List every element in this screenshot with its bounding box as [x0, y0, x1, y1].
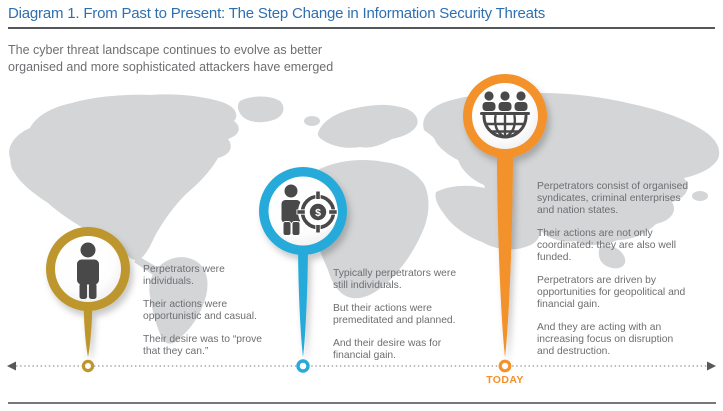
- title-rule: [8, 27, 715, 29]
- milestone-past-notes: Perpetrators were individuals. Their act…: [143, 264, 269, 369]
- timeline-left-arrow-icon: [7, 361, 16, 371]
- milestone-pin-present: [463, 74, 547, 357]
- note-paragraph: Perpetrators were individuals.: [143, 264, 225, 287]
- timeline-axis: [7, 361, 716, 371]
- today-label: TODAY: [486, 374, 524, 386]
- note-paragraph: But their actions were premeditated and …: [333, 303, 456, 326]
- dollar-glyph: $: [315, 207, 321, 219]
- note-paragraph: And they are acting with an increasing f…: [537, 322, 674, 357]
- organised-group-globe-icon: [480, 90, 530, 139]
- note-paragraph: Perpetrators are driven by opportunities…: [537, 275, 686, 310]
- note-paragraph: Typically perpetrators were still indivi…: [333, 268, 457, 291]
- note-paragraph: And their desire was for financial gain.: [333, 338, 442, 361]
- milestone-present-notes: Perpetrators consist of organised syndic…: [537, 181, 691, 369]
- timeline-right-arrow-icon: [707, 361, 716, 371]
- note-paragraph: Their actions were opportunistic and cas…: [143, 299, 257, 322]
- diagram-subtitle: The cyber threat landscape continues to …: [8, 43, 334, 74]
- milestone-middle-notes: Typically perpetrators were still indivi…: [333, 268, 469, 373]
- timeline-marker-middle: [296, 359, 310, 373]
- note-paragraph: Their desire was to “prove that they can…: [143, 334, 263, 357]
- bottom-rule: [8, 402, 716, 404]
- diagram-title: Diagram 1. From Past to Present: The Ste…: [8, 5, 546, 22]
- person-financial-target-icon: $: [280, 183, 338, 236]
- individual-person-icon: [77, 242, 99, 299]
- timeline-marker-present: [498, 359, 512, 373]
- note-paragraph: Their actions are not only coordinated: …: [537, 228, 677, 263]
- timeline-marker-past: [81, 359, 95, 373]
- milestone-pin-past: [46, 227, 130, 357]
- note-paragraph: Perpetrators consist of organised syndic…: [537, 181, 689, 216]
- milestone-pin-middle: $: [259, 167, 347, 357]
